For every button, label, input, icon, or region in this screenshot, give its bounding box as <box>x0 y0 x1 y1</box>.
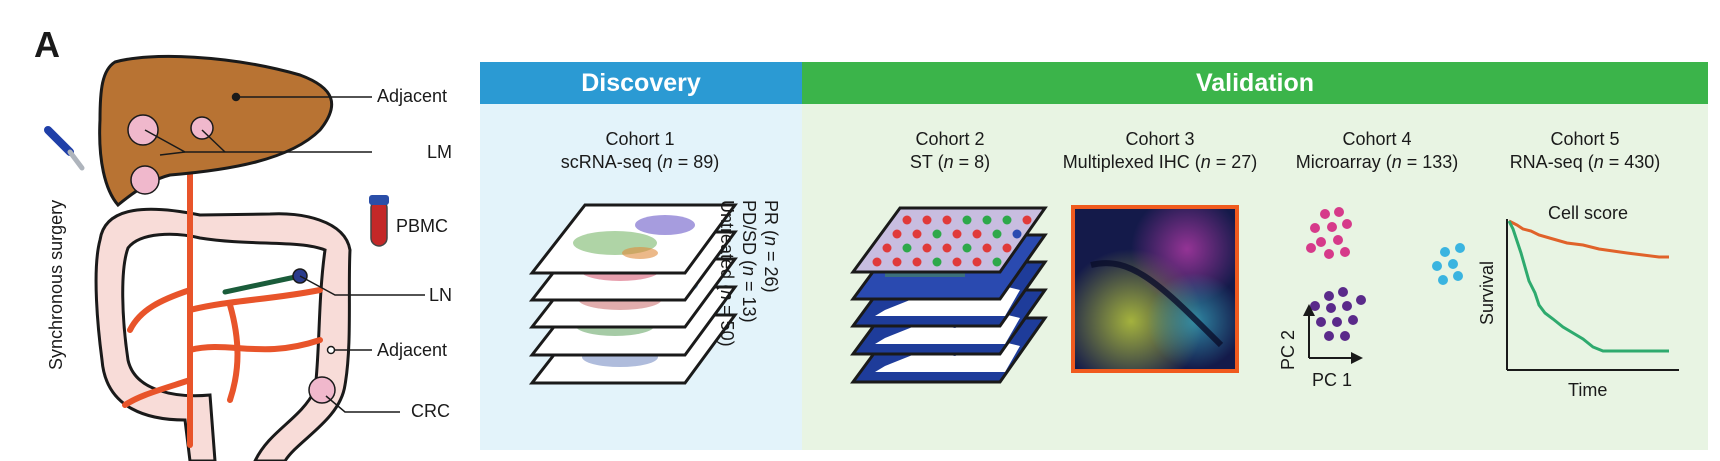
cohort-name: Cohort 5 <box>1550 129 1620 149</box>
anatomy-diagram <box>44 54 425 461</box>
label-lm: LM <box>427 142 453 162</box>
cohort-2-title: Cohort 2 ST (n = 8) <box>909 129 991 172</box>
colon-shape <box>94 207 352 461</box>
colon-tumor <box>308 376 336 404</box>
cohort1-groups: PR (n = 26) PD/SD (n = 13) Untreated (n … <box>716 200 782 347</box>
cohort-4-title: Cohort 4 Microarray (n = 133) <box>1295 129 1459 172</box>
surgery-label: Synchronous surgery <box>46 199 66 370</box>
cohort-5-title: Cohort 5 RNA-seq (n = 430) <box>1509 129 1661 172</box>
pca-cluster-purple <box>1310 287 1366 341</box>
blood-vessels <box>122 162 323 448</box>
st-spots <box>872 215 1032 267</box>
cohort-assay: RNA-seq <box>1509 152 1583 172</box>
pca-axes <box>1303 304 1363 364</box>
cohort-name: Cohort 3 <box>1125 129 1195 149</box>
pca-x-label: PC 1 <box>1312 370 1353 390</box>
cohort-assay: Multiplexed IHC <box>1062 152 1190 172</box>
scalpel-icon <box>44 126 85 171</box>
group-pdsd: PD/SD (n = 13) <box>739 200 759 323</box>
cohort-n: 133 <box>1422 152 1453 172</box>
discovery-header: Discovery <box>480 62 802 104</box>
cohort-1-title: Cohort 1 scRNA-seq (n = 89) <box>560 129 720 172</box>
survival-x-label: Time <box>1568 380 1608 400</box>
survival-y-label: Survival <box>1477 260 1497 325</box>
label-ln: LN <box>429 285 453 305</box>
label-adjacent-liver: Adjacent <box>377 86 448 106</box>
pca-plot <box>1303 207 1465 364</box>
mihc-image <box>1071 205 1239 373</box>
st-slide-stack <box>850 206 1048 384</box>
group-untreated: Untreated (n = 50) <box>717 200 737 347</box>
cohort-name: Cohort 1 <box>605 129 675 149</box>
label-adjacent-colon: Adjacent <box>377 340 448 360</box>
lymph-node-probe <box>222 268 308 295</box>
cohort-n: 430 <box>1624 152 1655 172</box>
group-pr: PR (n = 26) <box>761 200 781 293</box>
cohort-assay: Microarray <box>1295 152 1381 172</box>
cohort-n: 27 <box>1231 152 1252 172</box>
liver-shape <box>98 54 334 208</box>
cohort-n: 8 <box>974 152 985 172</box>
cohort-n: 89 <box>693 152 714 172</box>
label-pbmc: PBMC <box>396 216 449 236</box>
survival-curve-low <box>1507 220 1669 353</box>
validation-header: Validation <box>802 62 1708 104</box>
scrna-umap-stack <box>528 203 738 385</box>
survival-curve-high <box>1508 219 1669 259</box>
leader-lines <box>144 92 425 413</box>
cohort-assay: ST <box>909 152 933 172</box>
label-crc: CRC <box>411 401 450 421</box>
cohort-name: Cohort 4 <box>1342 129 1412 149</box>
liver-metastases <box>127 114 214 195</box>
pca-y-label: PC 2 <box>1278 329 1298 370</box>
survival-plot <box>1506 219 1679 371</box>
survival-title: Cell score <box>1548 203 1629 223</box>
pca-cluster-pink <box>1306 207 1352 259</box>
blood-tube-icon <box>369 195 389 247</box>
cohort-name: Cohort 2 <box>915 129 985 149</box>
cohort-3-title: Cohort 3 Multiplexed IHC (n = 27) <box>1062 129 1258 172</box>
panel-label: A <box>34 24 60 65</box>
cohort-assay: scRNA-seq <box>560 152 652 172</box>
pca-cluster-blue <box>1432 243 1465 285</box>
